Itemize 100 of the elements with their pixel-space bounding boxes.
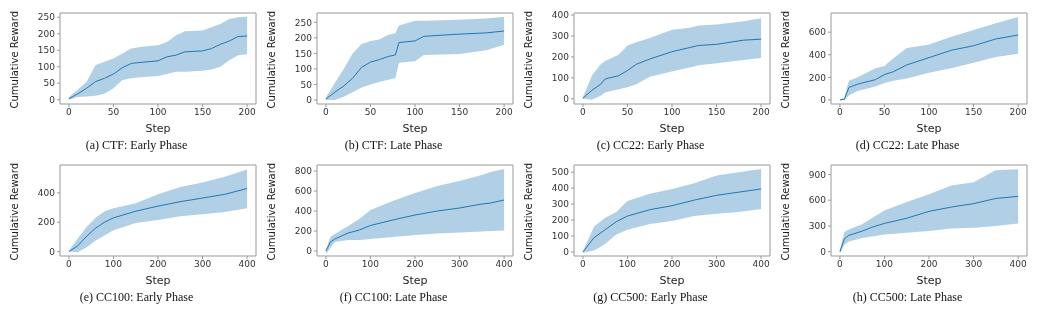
y-tick-label: 100 xyxy=(551,231,570,242)
y-tick-label: 0 xyxy=(49,246,56,257)
x-tick-label: 100 xyxy=(361,259,380,270)
line-series xyxy=(839,195,1019,253)
y-tick-label: 600 xyxy=(808,195,827,206)
y-tick-label: 50 xyxy=(43,78,56,89)
x-tick-label: 100 xyxy=(149,107,167,118)
y-axis-title: Cumulative Reward xyxy=(265,163,277,261)
y-tick-label: 500 xyxy=(551,167,570,178)
text: (e) CC100: Early Phase xyxy=(78,290,195,305)
y-tick-label: 150 xyxy=(37,45,56,56)
y-tick-label: 200 xyxy=(37,28,56,39)
x-tick-label: 150 xyxy=(193,107,212,118)
x-tick-label: 200 xyxy=(752,107,770,118)
x-tick-label: 0 xyxy=(580,259,587,270)
text: (a) CTF: Early Phase xyxy=(84,138,189,153)
y-tick-label: 300 xyxy=(551,31,570,42)
y-tick-label: 100 xyxy=(551,73,570,84)
line-series xyxy=(325,30,505,100)
y-tick-label: 0 xyxy=(49,94,56,105)
text: (d) CC22: Late Phase xyxy=(854,138,961,153)
y-tick-label: 200 xyxy=(551,215,570,226)
y-tick-label: 150 xyxy=(294,48,313,59)
y-tick-label: 400 xyxy=(551,183,570,194)
y-tick-label: 200 xyxy=(808,72,827,83)
y-tick-label: 200 xyxy=(37,217,56,228)
line-series xyxy=(68,187,248,253)
x-axis-title: Step xyxy=(659,274,685,287)
x-axis-title: Step xyxy=(916,274,942,287)
y-axis-title: Cumulative Reward xyxy=(779,11,791,109)
x-tick-label: 50 xyxy=(621,107,634,118)
x-tick-label: 0 xyxy=(66,259,73,270)
x-tick-label: 200 xyxy=(149,259,167,270)
x-tick-label: 100 xyxy=(104,259,123,270)
y-axis-title: Cumulative Reward xyxy=(779,163,791,261)
y-tick-label: 400 xyxy=(808,49,827,60)
x-axis-title: Step xyxy=(145,274,171,287)
text: (c) CC22: Early Phase xyxy=(595,138,706,153)
x-tick-label: 200 xyxy=(238,107,256,118)
x-tick-label: 100 xyxy=(618,259,637,270)
x-tick-label: 100 xyxy=(663,107,681,118)
y-tick-label: 300 xyxy=(551,199,570,210)
x-tick-label: 400 xyxy=(752,259,770,270)
y-tick-label: 200 xyxy=(551,52,570,63)
x-axis-title: Step xyxy=(916,122,942,135)
x-tick-label: 0 xyxy=(580,107,587,118)
x-tick-label: 200 xyxy=(920,259,938,270)
x-tick-label: 200 xyxy=(406,259,424,270)
x-tick-label: 50 xyxy=(878,107,891,118)
x-tick-label: 100 xyxy=(920,107,938,118)
y-tick-label: 600 xyxy=(808,27,827,38)
y-axis-title: Cumulative Reward xyxy=(265,11,277,109)
y-tick-label: 250 xyxy=(294,17,313,28)
x-tick-label: 400 xyxy=(495,259,513,270)
y-tick-label: 50 xyxy=(300,79,313,90)
x-tick-label: 300 xyxy=(193,259,212,270)
line-series xyxy=(582,188,762,253)
y-tick-label: 0 xyxy=(306,95,313,106)
x-tick-label: 0 xyxy=(837,107,844,118)
x-tick-label: 100 xyxy=(875,259,894,270)
x-axis-title: Step xyxy=(659,122,685,135)
x-tick-label: 200 xyxy=(663,259,681,270)
x-tick-label: 0 xyxy=(323,107,330,118)
y-tick-label: 0 xyxy=(820,246,827,257)
x-tick-label: 400 xyxy=(238,259,256,270)
y-tick-label: 800 xyxy=(294,166,313,177)
x-tick-label: 150 xyxy=(450,107,469,118)
x-tick-label: 300 xyxy=(964,259,983,270)
y-tick-label: 0 xyxy=(820,95,827,106)
x-tick-label: 100 xyxy=(406,107,424,118)
line-series xyxy=(68,35,248,100)
x-tick-label: 50 xyxy=(107,107,120,118)
line-series xyxy=(325,199,505,252)
x-tick-label: 50 xyxy=(364,107,377,118)
y-axis-title: Cumulative Reward xyxy=(522,163,534,261)
y-tick-label: 0 xyxy=(306,246,313,257)
y-axis-title: Cumulative Reward xyxy=(522,11,534,109)
text: (b) CTF: Late Phase xyxy=(343,138,444,153)
x-tick-label: 0 xyxy=(66,107,73,118)
y-tick-label: 100 xyxy=(37,61,56,72)
y-tick-label: 600 xyxy=(294,186,313,197)
x-tick-label: 300 xyxy=(450,259,469,270)
y-tick-label: 400 xyxy=(37,188,56,199)
x-axis-title: Step xyxy=(402,274,428,287)
line-series xyxy=(839,34,1019,101)
y-axis-title: Cumulative Reward xyxy=(8,11,20,109)
y-tick-label: 400 xyxy=(551,10,570,21)
x-tick-label: 150 xyxy=(707,107,726,118)
x-axis-title: Step xyxy=(402,122,428,135)
x-tick-label: 200 xyxy=(1009,107,1027,118)
y-tick-label: 100 xyxy=(294,64,313,75)
y-tick-label: 250 xyxy=(37,12,56,23)
text: (g) CC500: Early Phase xyxy=(592,290,709,305)
line-series xyxy=(582,38,762,99)
y-tick-label: 900 xyxy=(808,169,827,180)
y-tick-label: 300 xyxy=(808,221,827,232)
x-tick-label: 400 xyxy=(1009,259,1027,270)
text: (f) CC100: Late Phase xyxy=(338,290,449,305)
y-tick-label: 0 xyxy=(563,93,570,104)
x-tick-label: 300 xyxy=(707,259,726,270)
